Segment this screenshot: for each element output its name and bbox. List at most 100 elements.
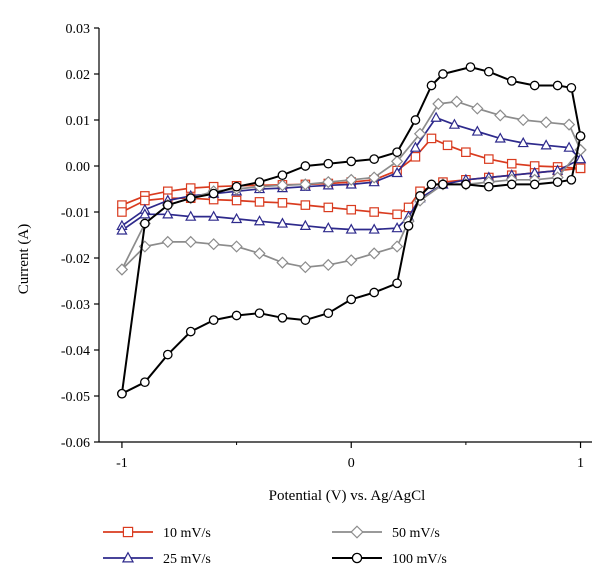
legend-label: 25 mV/s [163,552,211,567]
data-point [276,179,289,192]
data-point [300,161,311,171]
data-point [432,97,445,110]
data-point [426,80,437,91]
data-point [300,200,311,210]
data-point [161,235,174,248]
data-point [517,113,530,127]
data-point [345,223,357,234]
y-tick-label: -0.01 [61,206,90,221]
data-point [208,188,219,199]
data-point [254,177,265,187]
data-point [231,310,242,321]
data-point [276,256,289,269]
data-point [115,263,129,276]
data-point [461,179,471,190]
data-point [392,209,402,220]
x-tick-label: 0 [348,456,355,471]
data-point [254,308,265,319]
data-point [552,80,563,91]
data-point [575,163,586,174]
x-axis-title: Potential (V) vs. Ag/AgCl [269,488,426,504]
data-point [566,82,577,93]
data-point [410,115,421,125]
data-point [471,102,484,115]
series-line [120,66,582,395]
data-point [517,136,529,148]
data-point [300,315,311,325]
data-point [323,202,334,213]
legend-marker [350,525,364,539]
data-point [483,181,494,192]
series-layer [115,62,587,399]
data-point [162,200,173,210]
data-point [322,222,334,233]
legend-item: 100 mV/s [332,552,447,567]
data-point [322,258,335,271]
data-point [207,238,220,251]
data-point [430,111,442,122]
data-point [390,240,404,253]
data-point [140,377,150,388]
data-point [461,147,471,157]
data-point [575,131,586,141]
y-tick-label: 0.00 [66,160,91,175]
data-point [230,240,243,253]
data-point [483,66,494,77]
data-point [426,179,437,190]
data-point [471,125,483,136]
y-tick-label: 0.02 [66,68,91,83]
data-point [299,261,312,274]
data-point [409,141,422,152]
data-point [369,287,380,298]
data-point [345,254,358,267]
data-point [140,195,150,206]
legend-marker [121,551,135,563]
data-point [391,222,403,233]
data-point [413,127,427,140]
data-point [574,153,587,164]
data-point [368,247,381,260]
legend-label: 100 mV/s [392,552,447,567]
data-point [369,207,379,217]
data-point [299,178,312,191]
y-tick-label: -0.02 [61,252,90,267]
data-point [529,179,540,190]
data-point [390,155,404,168]
data-point [494,109,507,122]
legend-item: 25 mV/s [103,551,211,567]
data-point [345,173,358,186]
data-point [140,218,150,229]
y-axis-title: Current (A) [16,224,32,294]
data-point [322,176,335,189]
data-point [323,158,334,169]
y-tick-label: 0.03 [66,22,91,37]
data-point [277,170,288,181]
data-point [253,247,266,260]
data-point [438,179,448,190]
data-point [540,116,553,129]
data-point [185,326,196,337]
data-point [346,156,357,167]
data-point [162,208,174,219]
data-point [208,210,220,221]
data-point [277,198,288,208]
data-point [254,197,265,207]
legend-label: 50 mV/s [392,526,440,541]
data-point [484,154,494,164]
x-tick-label: -1 [116,456,128,471]
data-point [299,219,312,230]
data-point [426,133,437,144]
data-point [208,315,219,325]
data-point [346,204,357,215]
data-point [552,177,563,187]
axes-layer: 0.03 0.02 0.01 0.00 -0.01 -0.02 -0.03 -0.04 -0.0… [61,22,592,471]
data-point [368,171,381,184]
data-point [506,179,517,190]
y-tick-label: 0.01 [66,114,91,129]
data-point [117,207,127,217]
data-point [448,118,461,129]
y-tick-label: -0.06 [61,436,90,451]
data-point [116,224,128,235]
